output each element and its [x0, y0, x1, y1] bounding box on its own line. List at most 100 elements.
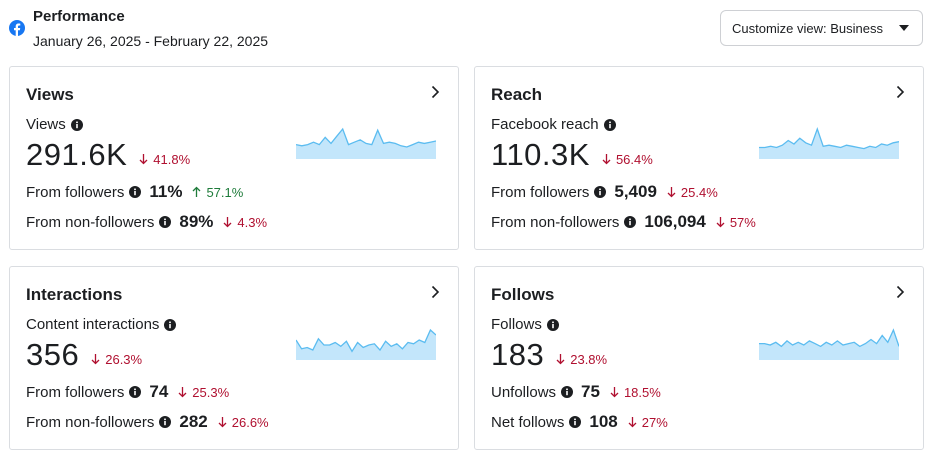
arrow-down-icon — [218, 417, 227, 428]
breakdown-label: From followers — [491, 184, 607, 201]
card-title: Interactions — [26, 285, 123, 304]
metric-label: Views — [26, 116, 83, 133]
info-icon[interactable] — [159, 216, 172, 228]
metric-value: 291.6K — [26, 137, 128, 172]
customize-view-label: Customize view: Business — [732, 20, 883, 36]
arrow-down-icon — [610, 387, 619, 398]
arrow-down-icon — [556, 354, 565, 365]
caret-down-icon — [899, 25, 909, 31]
card-title: Reach — [491, 85, 543, 104]
change-indicator: 26.3% — [91, 352, 142, 367]
change-indicator: 4.3% — [223, 215, 267, 230]
sparkline-chart — [759, 328, 899, 360]
arrow-down-icon — [223, 217, 232, 228]
info-icon[interactable] — [624, 216, 637, 228]
info-icon[interactable] — [159, 416, 172, 428]
metric-label-text: Views — [26, 116, 66, 133]
change-value: 25.3% — [192, 384, 230, 400]
sparkline-chart — [759, 127, 899, 159]
change-value: 18.5% — [623, 384, 661, 400]
breakdown-value: 89% — [179, 212, 214, 231]
sparkline-area — [296, 330, 436, 360]
reach-card: Reach Facebook reach 110.3K 56.4% From follo… — [474, 66, 924, 250]
arrow-up-icon — [192, 186, 201, 197]
breakdown-row: From non-followers 282 26.6% — [26, 412, 269, 432]
info-icon[interactable] — [546, 318, 559, 331]
change-value: 23.8% — [570, 351, 608, 367]
breakdown-label: Unfollows — [491, 383, 574, 401]
arrow-down-icon — [716, 217, 725, 228]
breakdown-label: From non-followers — [26, 414, 172, 431]
metric-summary: 183 23.8% — [491, 337, 607, 373]
change-indicator: 57% — [716, 215, 756, 230]
date-range: January 26, 2025 - February 22, 2025 — [33, 33, 269, 49]
change-indicator: 56.4% — [602, 152, 653, 167]
breakdown-value: 74 — [149, 382, 169, 401]
change-indicator: 18.5% — [610, 385, 661, 400]
interactions-card: Interactions Content interactions 356 26.3%… — [9, 266, 459, 450]
breakdown-label-text: Unfollows — [491, 383, 557, 401]
info-icon[interactable] — [129, 386, 142, 398]
sparkline-area — [759, 330, 899, 360]
breakdown-label-text: From non-followers — [491, 213, 620, 231]
arrow-down-icon — [667, 187, 676, 198]
breakdown-label: From followers — [26, 183, 142, 201]
breakdown-row: From non-followers 106,094 57% — [491, 212, 756, 232]
sparkline-line — [759, 127, 899, 150]
change-value: 41.8% — [153, 151, 191, 167]
change-indicator: 25.3% — [178, 385, 229, 400]
breakdown-label-text: From followers — [26, 183, 125, 201]
card-title: Views — [26, 85, 74, 104]
sparkline-area — [759, 129, 899, 159]
breakdown-value: 75 — [581, 382, 600, 401]
change-value: 26.6% — [231, 414, 269, 430]
breakdown-label-text: From followers — [26, 383, 125, 401]
metric-summary: 356 26.3% — [26, 337, 142, 373]
breakdown-row: Net follows 108 27% — [491, 412, 668, 432]
change-indicator: 25.4% — [667, 185, 718, 200]
breakdown-value: 282 — [179, 412, 208, 431]
sparkline-line — [296, 328, 436, 353]
info-icon[interactable] — [164, 318, 177, 331]
breakdown-value: 11% — [149, 182, 183, 201]
breakdown-row: From followers 11% 57.1% — [26, 182, 243, 202]
breakdown-label-text: Net follows — [491, 413, 565, 431]
arrow-down-icon — [91, 354, 100, 365]
change-value: 26.3% — [105, 351, 143, 367]
change-indicator: 57.1% — [192, 185, 243, 200]
breakdown-row: Unfollows 75 18.5% — [491, 382, 661, 402]
change-indicator: 23.8% — [556, 352, 607, 367]
chevron-right-icon[interactable] — [893, 285, 907, 299]
change-value: 27% — [641, 414, 668, 430]
sparkline-line — [759, 328, 899, 348]
info-icon[interactable] — [129, 186, 142, 198]
metric-value: 110.3K — [491, 137, 590, 172]
customize-view-dropdown[interactable]: Customize view: Business — [720, 10, 923, 46]
metric-value: 356 — [26, 337, 80, 372]
metric-label: Content interactions — [26, 316, 177, 333]
breakdown-label: From non-followers — [26, 213, 172, 231]
change-value: 56.4% — [615, 151, 653, 167]
change-value: 25.4% — [680, 184, 718, 200]
info-icon[interactable] — [561, 386, 574, 398]
metric-label: Follows — [491, 316, 559, 333]
performance-header: Performance January 26, 2025 - February … — [0, 0, 932, 60]
sparkline-line — [296, 127, 436, 148]
arrow-down-icon — [628, 417, 637, 428]
breakdown-label-text: From non-followers — [26, 213, 155, 231]
info-icon[interactable] — [70, 118, 83, 131]
chevron-right-icon[interactable] — [428, 285, 442, 299]
arrow-down-icon — [139, 154, 148, 165]
breakdown-value: 108 — [589, 412, 618, 431]
breakdown-value: 106,094 — [644, 212, 706, 231]
change-indicator: 41.8% — [139, 152, 190, 167]
info-icon[interactable] — [594, 186, 607, 198]
info-icon[interactable] — [569, 416, 582, 428]
facebook-icon — [9, 20, 25, 36]
chevron-right-icon[interactable] — [428, 85, 442, 99]
metric-label: Facebook reach — [491, 116, 616, 133]
info-icon[interactable] — [603, 118, 616, 131]
breakdown-label: Net follows — [491, 413, 582, 431]
change-value: 57.1% — [206, 184, 244, 200]
chevron-right-icon[interactable] — [893, 85, 907, 99]
